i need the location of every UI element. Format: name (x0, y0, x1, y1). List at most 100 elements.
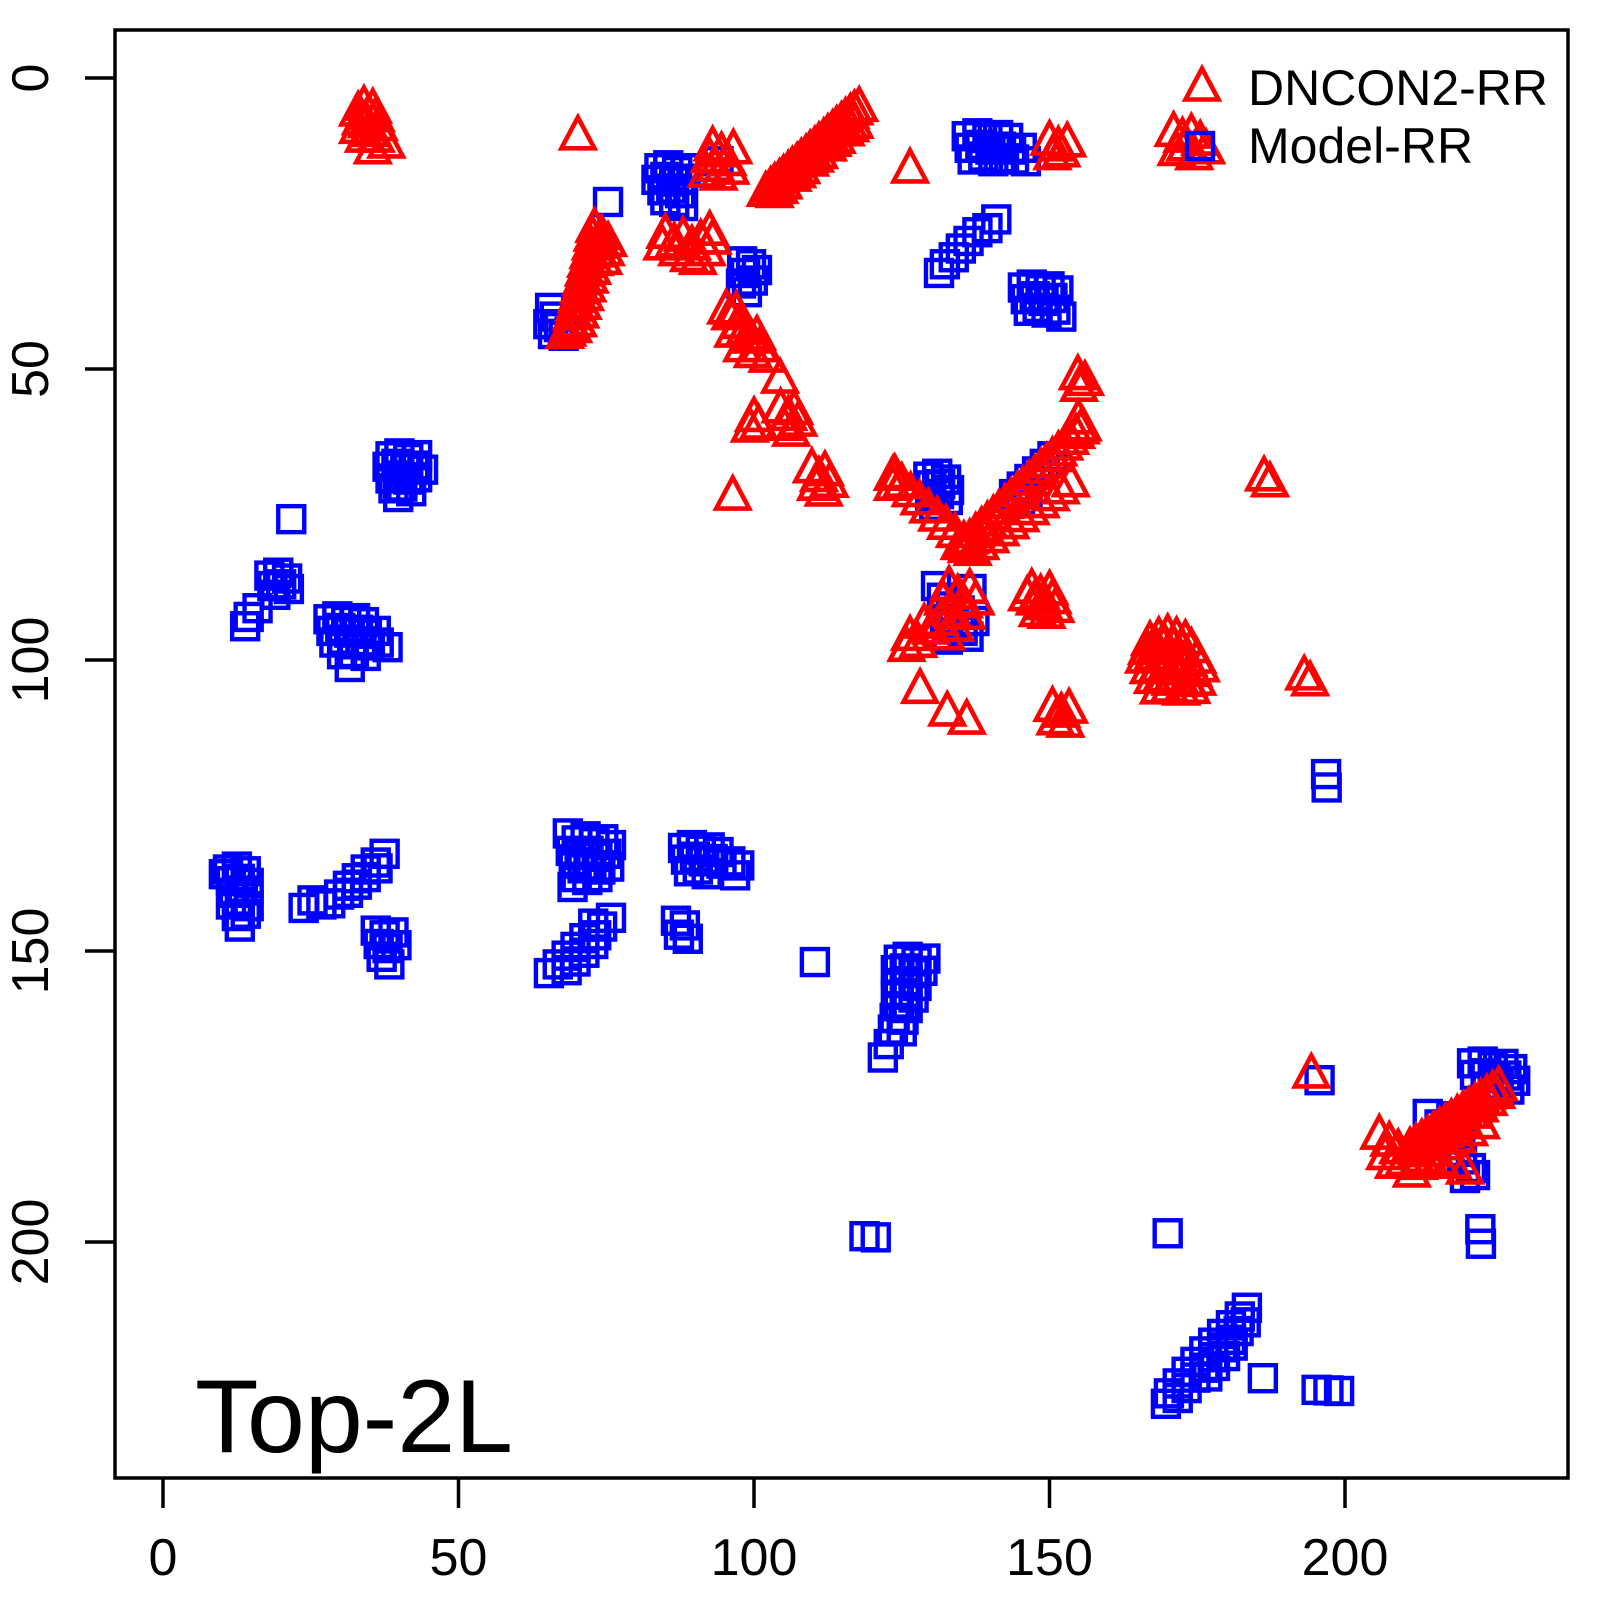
data-point-square (387, 471, 418, 502)
data-point-triangle (1364, 1132, 1406, 1171)
data-point-square (221, 900, 253, 932)
data-point-square (659, 186, 690, 218)
x-axis: 0 50 100 150 200 (149, 1478, 1389, 1587)
data-point-triangle (1035, 584, 1076, 624)
data-point-triangle (686, 149, 728, 188)
data-point-triangle (1249, 459, 1291, 498)
data-point-triangle (1181, 63, 1223, 102)
data-point-square (561, 861, 592, 893)
y-tick-label: 50 (2, 340, 60, 398)
data-point-square (978, 146, 1009, 177)
data-point-triangle (747, 334, 788, 373)
data-point-square (945, 233, 977, 264)
data-point-triangle (1289, 658, 1331, 697)
data-point-triangle (732, 330, 774, 369)
data-point-triangle (582, 236, 624, 276)
data-point-triangle (1290, 1050, 1332, 1089)
data-point-square (724, 850, 755, 881)
plot-border (113, 28, 1570, 1480)
data-point-triangle (1048, 685, 1090, 724)
data-point-square (682, 854, 714, 885)
data-point-triangle (908, 485, 949, 524)
data-point-square (1465, 1228, 1497, 1259)
x-tick-label: 0 (149, 1529, 178, 1587)
data-point-triangle (1391, 1149, 1433, 1188)
data-point-triangle (1475, 1070, 1517, 1110)
data-point-triangle (1032, 132, 1073, 171)
data-point-triangle (925, 501, 967, 540)
data-point-square (266, 569, 297, 600)
data-point-triangle (946, 696, 988, 735)
data-point-square (383, 481, 414, 513)
data-point-square (551, 955, 582, 986)
data-point-triangle (698, 152, 739, 191)
data-point-square (533, 957, 565, 989)
data-point-square (929, 249, 961, 280)
data-point-square (297, 885, 328, 916)
data-point-square (366, 941, 397, 973)
data-point-triangle (889, 145, 931, 184)
data-point-triangle (1243, 453, 1285, 492)
x-tick-label: 200 (1302, 1529, 1389, 1587)
data-point-triangle (934, 603, 976, 642)
data-point-triangle (1040, 466, 1082, 505)
data-point-triangle (830, 104, 871, 143)
data-point-square (1311, 772, 1342, 803)
data-point-square (663, 919, 695, 950)
data-point-triangle (1460, 1101, 1502, 1140)
data-point-triangle (645, 210, 686, 249)
data-point-triangle (557, 112, 599, 151)
data-point-square (592, 186, 624, 218)
data-point-triangle (1050, 459, 1092, 498)
data-point-square (374, 949, 405, 980)
data-point-square (372, 932, 403, 964)
plot-title: Top-2L (195, 1359, 513, 1475)
data-point-square (725, 268, 757, 299)
data-point-triangle (777, 398, 819, 437)
data-point-triangle (1448, 1108, 1490, 1147)
data-point-triangle (916, 493, 958, 532)
data-point-square (1500, 1065, 1531, 1096)
y-tick-label: 100 (2, 617, 60, 704)
data-point-square (224, 911, 256, 942)
data-point-square (1247, 1362, 1279, 1394)
data-point-triangle (946, 591, 988, 631)
x-tick-label: 150 (1006, 1529, 1093, 1587)
data-point-triangle (1373, 1140, 1415, 1179)
data-point-square (1022, 292, 1053, 324)
data-point-triangle (1035, 697, 1076, 736)
data-point-triangle (1057, 352, 1099, 391)
data-point-triangle (759, 355, 801, 394)
data-point-triangle (1444, 1146, 1486, 1185)
legend-label: DNCON2-RR (1248, 60, 1548, 116)
data-point-triangle (1062, 403, 1103, 442)
data-point-square (962, 217, 993, 248)
data-point-triangle (890, 469, 931, 508)
data-point-triangle (881, 461, 923, 500)
data-point-triangle (903, 600, 945, 639)
data-point-square (208, 858, 240, 890)
y-tick-label: 0 (2, 64, 60, 93)
y-tick-label: 200 (2, 1199, 60, 1286)
data-point-triangle (1040, 129, 1082, 168)
y-axis: 0 50 100 150 200 (2, 64, 115, 1286)
data-point-triangle (349, 108, 391, 148)
data-point-triangle (809, 459, 850, 499)
data-point-square (372, 631, 403, 663)
data-point-square (799, 946, 831, 978)
data-point-triangle (1064, 357, 1106, 397)
data-point-triangle (838, 83, 880, 123)
data-point-triangle (1149, 664, 1190, 703)
data-point-triangle (736, 312, 778, 351)
data-point-square (1184, 130, 1216, 162)
data-point-square (731, 276, 763, 308)
data-point-triangle (1180, 644, 1222, 683)
data-point-square (957, 144, 988, 175)
data-point-triangle (544, 310, 586, 350)
data-point-triangle (1006, 573, 1048, 612)
data-point-square (276, 503, 307, 535)
data-point-triangle (1468, 1077, 1509, 1117)
data-point-triangle (899, 477, 940, 516)
